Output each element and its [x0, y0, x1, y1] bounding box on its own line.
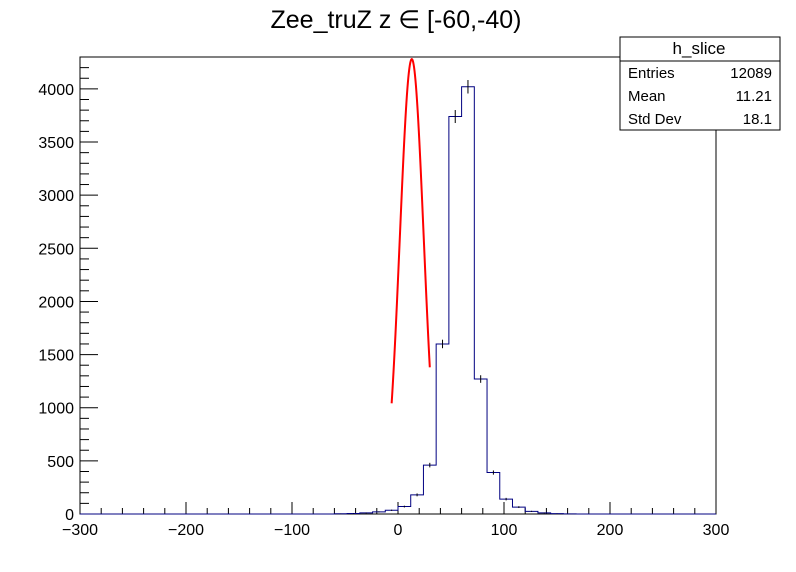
stats-mean-value: 11.21 — [736, 88, 772, 105]
gaussian-fit-line — [390, 57, 431, 404]
stats-stddev-value: 18.1 — [743, 111, 772, 128]
stats-entries-label: Entries — [628, 65, 675, 82]
y-tick-label: 3500 — [38, 135, 74, 152]
x-tick-label: −200 — [168, 522, 204, 539]
x-tick-label: 100 — [491, 522, 518, 539]
y-tick-label: 4000 — [38, 82, 74, 99]
y-tick-label: 2500 — [38, 241, 74, 258]
stats-entries-value: 12089 — [730, 65, 772, 82]
y-tick-label: 1000 — [38, 401, 74, 418]
x-tick-label: 300 — [703, 522, 730, 539]
stats-title: h_slice — [673, 39, 726, 58]
fit-curve — [390, 57, 431, 404]
x-tick-label: 200 — [597, 522, 624, 539]
stats-stddev-label: Std Dev — [628, 111, 682, 128]
y-tick-label: 0 — [65, 507, 74, 524]
chart-title: Zee_truZ z ∈ [-60,-40) — [270, 6, 521, 34]
stats-mean-label: Mean — [628, 88, 666, 105]
y-tick-label: 2000 — [38, 294, 74, 311]
y-tick-label: 3000 — [38, 188, 74, 205]
x-tick-label: −100 — [274, 522, 310, 539]
x-tick-label: 0 — [394, 522, 403, 539]
x-tick-label: −300 — [62, 522, 98, 539]
histogram-bins — [80, 80, 716, 515]
y-tick-label: 500 — [47, 454, 74, 471]
y-tick-label: 1500 — [38, 348, 74, 365]
stats-box: h_slice Entries 12089 Mean 11.21 Std Dev… — [619, 36, 781, 131]
histogram-outline — [80, 86, 716, 515]
